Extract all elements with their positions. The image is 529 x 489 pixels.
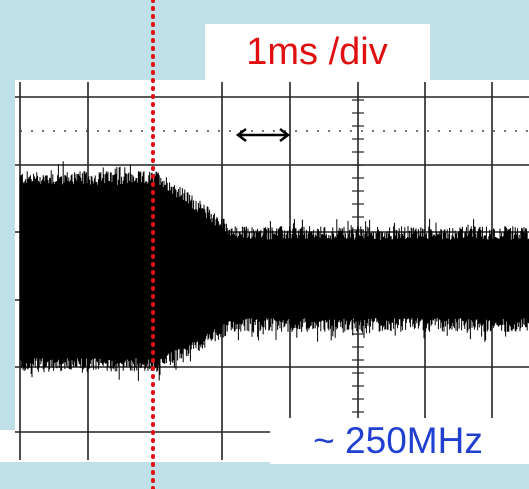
oscilloscope-slide: 1ms /div ~ 250MHz xyxy=(0,0,529,489)
caption-strip xyxy=(0,430,255,462)
timebase-label: 1ms /div xyxy=(246,31,387,73)
page: 1ms /div ~ 250MHz (() => { const data = … xyxy=(0,0,529,489)
frequency-label: ~ 250MHz xyxy=(313,420,483,461)
